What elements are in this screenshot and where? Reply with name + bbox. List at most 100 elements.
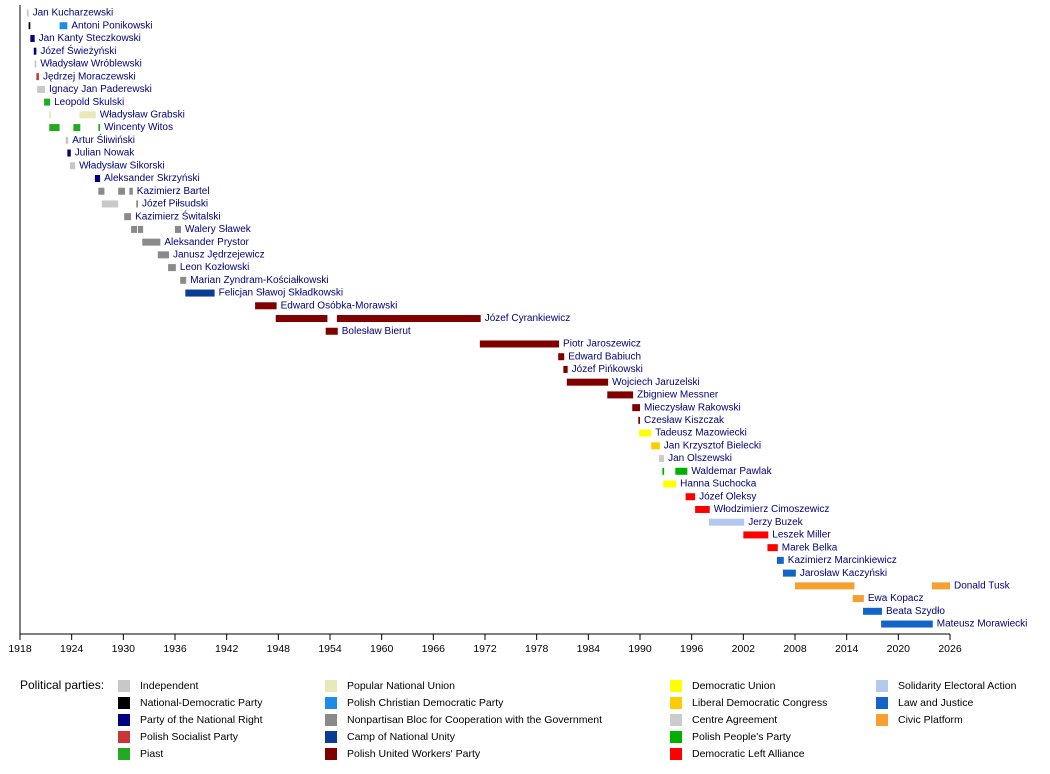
term-bar [49,111,51,119]
pm-name: Jarosław Kaczyński [800,568,887,579]
pm-name: Zbigniew Messner [637,390,719,401]
term-bar [695,505,710,513]
term-bar [79,111,96,119]
term-bar [863,607,882,615]
legend-swatch [325,680,337,692]
x-tick-label: 2026 [938,643,962,655]
legend-swatch [325,697,337,709]
term-bar [782,569,796,577]
x-tick-label: 1930 [112,643,136,655]
legend-swatch [876,714,888,726]
legend-label: Polish People's Party [692,731,792,743]
x-tick-label: 1966 [422,643,446,655]
pm-name: Józef Oleksy [699,491,756,502]
term-bar [175,225,182,233]
legend-label: Liberal Democratic Congress [692,697,827,709]
legend-swatch [670,714,682,726]
term-bar [685,493,696,501]
pm-name: Józef Piłsudski [142,199,208,210]
pm-name: Marek Belka [782,542,838,553]
legend-label: Democratic Left Alliance [692,748,805,760]
legend-label: Law and Justice [898,697,973,709]
pm-name: Walery Sławek [185,224,252,235]
term-bar [129,187,133,195]
pm-name: Józef Pińkowski [572,364,643,375]
legend-swatch [118,731,130,743]
term-bar [662,467,665,475]
term-bar [142,238,161,246]
pm-name: Felicjan Sławoj Składkowski [219,288,344,299]
legend-label: Centre Agreement [692,714,777,726]
term-bar [479,340,560,348]
term-bar [708,518,745,526]
term-bar [743,531,769,539]
pm-name: Jan Olszewski [668,453,732,464]
legend-label: Party of the National Right [140,714,263,726]
legend-swatch [325,731,337,743]
term-bar [651,442,660,450]
pm-name: Aleksander Prystor [164,237,249,248]
pm-name: Kazimierz Świtalski [135,209,221,222]
term-bar [852,595,864,603]
pm-name: Hanna Suchocka [680,479,757,490]
term-bar [94,174,101,182]
pm-name: Jan Krzysztof Bielecki [664,440,761,451]
term-bar [33,47,37,55]
term-bar [137,225,144,233]
x-tick-label: 2002 [732,643,756,655]
term-bar [101,200,119,208]
legend-title: Political parties: [20,678,104,692]
term-bar [639,429,652,437]
pm-name: Aleksander Skrzyński [104,173,200,184]
legend-swatch [118,680,130,692]
pm-name: Artur Śliwiński [72,133,135,146]
x-tick-label: 1954 [318,643,342,655]
pm-name: Edward Babiuch [568,351,641,362]
legend-swatch [325,714,337,726]
pm-name: Jan Kucharzewski [33,8,114,19]
term-bar [658,455,665,463]
legend-swatch [118,697,130,709]
term-bar [325,327,338,335]
x-tick-label: 1960 [370,643,394,655]
term-bar [36,73,39,81]
pm-name: Piotr Jaroszewicz [563,339,641,350]
pm-name: Wincenty Witos [104,122,173,133]
pm-name: Józef Świeżyński [40,44,116,57]
pm-name: Jędrzej Moraczewski [43,71,136,82]
pm-name: Władysław Sikorski [79,160,165,171]
term-bar [638,416,640,424]
legend-swatch [118,748,130,760]
pm-name: Władysław Grabski [100,109,185,120]
pm-name: Marian Zyndram-Kościałkowski [190,275,328,286]
pm-name: Tadeusz Mazowiecki [655,428,747,439]
term-bar [118,187,126,195]
term-bar [632,404,640,412]
pm-name: Kazimierz Bartel [137,186,210,197]
x-tick-label: 1996 [680,643,704,655]
legend-label: National-Democratic Party [140,697,263,709]
legend-swatch [670,731,682,743]
x-tick-label: 1948 [267,643,291,655]
term-bar [65,136,69,144]
x-tick-label: 1924 [60,643,84,655]
pm-name: Donald Tusk [954,580,1011,591]
pm-name: Józef Cyrankiewicz [485,313,571,324]
legend-swatch [670,697,682,709]
pm-name: Leon Kozłowski [180,262,249,273]
legend-label: Polish Socialist Party [140,731,239,743]
term-bar [663,480,677,488]
pm-name: Leszek Miller [772,530,831,541]
x-tick-label: 2008 [783,643,807,655]
term-bar [881,620,933,628]
pm-name: Beata Szydło [886,606,945,617]
pm-name: Mateusz Morawiecki [937,619,1028,630]
term-bar [767,544,778,552]
x-tick-label: 1990 [628,643,652,655]
term-bar [98,187,105,195]
pm-name: Janusz Jędrzejewicz [173,250,265,261]
term-bar [168,264,176,272]
pm-name: Ewa Kopacz [868,593,924,604]
legend-swatch [325,748,337,760]
